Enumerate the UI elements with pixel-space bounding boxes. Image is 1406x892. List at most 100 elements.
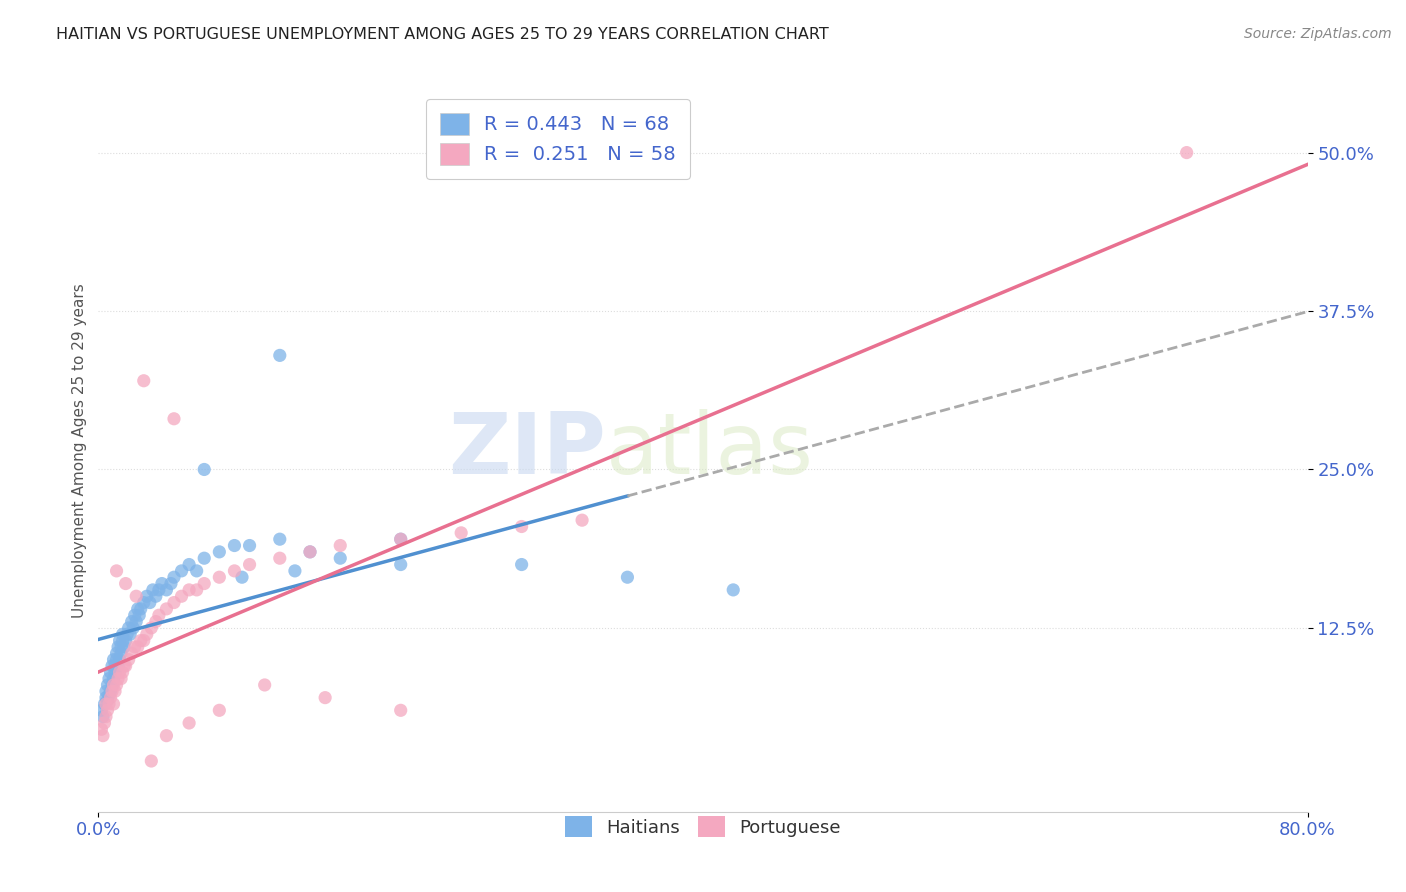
Point xyxy=(193,551,215,566)
Point xyxy=(389,532,412,546)
Point xyxy=(93,716,115,731)
Point xyxy=(145,615,167,629)
Point xyxy=(299,545,322,559)
Point xyxy=(125,589,148,603)
Point xyxy=(96,678,118,692)
Point xyxy=(115,627,138,641)
Point xyxy=(239,558,262,572)
Point xyxy=(329,551,352,566)
Point xyxy=(94,709,117,723)
Point xyxy=(208,703,231,717)
Point xyxy=(121,646,143,660)
Point xyxy=(120,627,142,641)
Point xyxy=(179,558,201,572)
Point xyxy=(170,564,193,578)
Point xyxy=(110,672,132,686)
Point xyxy=(135,589,157,603)
Point xyxy=(269,551,291,566)
Point xyxy=(101,659,124,673)
Point xyxy=(132,633,155,648)
Point xyxy=(111,665,134,680)
Point xyxy=(105,652,128,666)
Point xyxy=(121,615,143,629)
Point xyxy=(94,684,117,698)
Point xyxy=(145,589,167,603)
Point xyxy=(450,525,472,540)
Point xyxy=(105,564,128,578)
Point xyxy=(135,627,157,641)
Point xyxy=(100,665,122,680)
Point xyxy=(122,621,145,635)
Point xyxy=(100,684,122,698)
Point xyxy=(108,665,131,680)
Point xyxy=(224,564,246,578)
Point xyxy=(155,582,177,597)
Y-axis label: Unemployment Among Ages 25 to 29 years: Unemployment Among Ages 25 to 29 years xyxy=(72,283,87,618)
Point xyxy=(723,582,745,597)
Point xyxy=(100,690,122,705)
Point xyxy=(107,659,129,673)
Point xyxy=(111,627,134,641)
Point xyxy=(91,709,114,723)
Point xyxy=(103,672,125,686)
Point xyxy=(389,558,412,572)
Point xyxy=(108,652,131,666)
Point xyxy=(160,576,183,591)
Point xyxy=(163,411,186,425)
Point xyxy=(148,608,170,623)
Point xyxy=(139,596,162,610)
Point xyxy=(110,646,132,660)
Point xyxy=(141,754,163,768)
Point xyxy=(107,672,129,686)
Point xyxy=(118,621,141,635)
Point xyxy=(186,564,208,578)
Point xyxy=(129,633,152,648)
Point xyxy=(114,659,136,673)
Point xyxy=(101,678,124,692)
Point xyxy=(510,519,533,533)
Point xyxy=(224,539,246,553)
Point xyxy=(96,703,118,717)
Point xyxy=(112,659,135,673)
Point xyxy=(110,640,132,654)
Point xyxy=(179,582,201,597)
Point xyxy=(616,570,638,584)
Point xyxy=(389,703,412,717)
Text: atlas: atlas xyxy=(606,409,814,492)
Point xyxy=(105,678,128,692)
Point xyxy=(104,665,127,680)
Point xyxy=(1175,145,1198,160)
Point xyxy=(186,582,208,597)
Point xyxy=(127,640,149,654)
Point xyxy=(231,570,253,584)
Point xyxy=(114,633,136,648)
Point xyxy=(299,545,322,559)
Point xyxy=(193,576,215,591)
Point xyxy=(128,608,150,623)
Point xyxy=(129,602,152,616)
Point xyxy=(155,729,177,743)
Point xyxy=(127,602,149,616)
Point xyxy=(253,678,276,692)
Point xyxy=(389,532,412,546)
Text: HAITIAN VS PORTUGUESE UNEMPLOYMENT AMONG AGES 25 TO 29 YEARS CORRELATION CHART: HAITIAN VS PORTUGUESE UNEMPLOYMENT AMONG… xyxy=(56,27,830,42)
Point xyxy=(111,633,134,648)
Point xyxy=(150,576,173,591)
Point xyxy=(98,688,121,702)
Point xyxy=(118,652,141,666)
Point xyxy=(269,348,291,362)
Text: Source: ZipAtlas.com: Source: ZipAtlas.com xyxy=(1244,27,1392,41)
Point xyxy=(239,539,262,553)
Point xyxy=(90,723,112,737)
Point xyxy=(107,640,129,654)
Point xyxy=(94,690,117,705)
Point xyxy=(103,652,125,666)
Point xyxy=(163,596,186,610)
Legend: Haitians, Portuguese: Haitians, Portuguese xyxy=(555,807,851,846)
Point xyxy=(124,608,146,623)
Point xyxy=(112,640,135,654)
Point xyxy=(510,558,533,572)
Point xyxy=(98,697,121,711)
Point xyxy=(155,602,177,616)
Point xyxy=(93,697,115,711)
